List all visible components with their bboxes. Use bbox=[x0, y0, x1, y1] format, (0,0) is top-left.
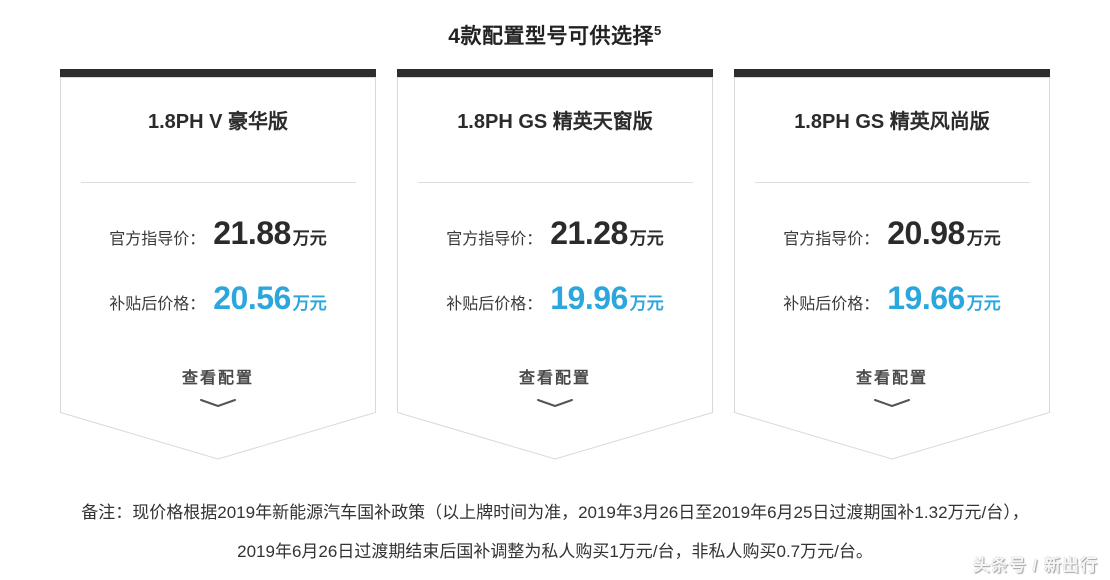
config-card-3: 1.8PH GS 精英风尚版 官方指导价： 20.98 万元 补贴后价格： 19… bbox=[734, 69, 1050, 460]
official-price-unit: 万元 bbox=[966, 229, 1001, 248]
subsidized-price-label: 补贴后价格： bbox=[446, 296, 543, 313]
subsidized-price-value: 20.56 bbox=[213, 280, 291, 316]
card-pennant-shape bbox=[397, 77, 713, 460]
footnote: 备注：现价格根据2019年新能源汽车国补政策（以上牌时间为准，2019年3月26… bbox=[0, 502, 1110, 563]
official-price-row: 官方指导价： 21.28 万元 bbox=[397, 215, 713, 255]
subsidized-price-row: 补贴后价格： 19.96 万元 bbox=[397, 280, 713, 320]
official-price-label: 官方指导价： bbox=[446, 231, 543, 248]
card-pennant-shape bbox=[60, 77, 376, 460]
page-title-superscript: 5 bbox=[653, 23, 662, 38]
official-price-label: 官方指导价： bbox=[109, 231, 206, 248]
footnote-line-1: 备注：现价格根据2019年新能源汽车国补政策（以上牌时间为准，2019年3月26… bbox=[81, 503, 1029, 522]
chevron-down-icon bbox=[856, 395, 928, 413]
view-config-button[interactable]: 查看配置 bbox=[519, 364, 591, 413]
card-top-bar bbox=[734, 69, 1050, 77]
trim-name: 1.8PH GS 精英风尚版 bbox=[794, 111, 990, 133]
card-top-bar bbox=[60, 69, 376, 77]
config-card-1: 1.8PH V 豪华版 官方指导价： 21.88 万元 补贴后价格： 20.56… bbox=[60, 69, 376, 460]
view-config-button[interactable]: 查看配置 bbox=[182, 364, 254, 413]
card-top-bar bbox=[397, 69, 713, 77]
subsidized-price-value: 19.96 bbox=[550, 280, 628, 316]
official-price-unit: 万元 bbox=[292, 229, 327, 248]
page-title: 4款配置型号可供选择5 bbox=[0, 0, 1110, 50]
subsidized-price-row: 补贴后价格： 19.66 万元 bbox=[734, 280, 1050, 320]
chevron-down-icon bbox=[182, 395, 254, 413]
official-price-row: 官方指导价： 20.98 万元 bbox=[734, 215, 1050, 255]
subsidized-price-label: 补贴后价格： bbox=[783, 296, 880, 313]
official-price-value: 21.88 bbox=[213, 215, 291, 251]
trim-name: 1.8PH GS 精英天窗版 bbox=[457, 111, 653, 133]
official-price-label: 官方指导价： bbox=[783, 231, 880, 248]
trim-name: 1.8PH V 豪华版 bbox=[147, 111, 289, 133]
view-config-label: 查看配置 bbox=[855, 370, 928, 387]
card-content: 1.8PH V 豪华版 官方指导价： 21.88 万元 补贴后价格： 20.56… bbox=[60, 77, 376, 460]
subsidized-price-unit: 万元 bbox=[966, 294, 1001, 313]
card-content: 1.8PH GS 精英风尚版 官方指导价： 20.98 万元 补贴后价格： 19… bbox=[734, 77, 1050, 460]
subsidized-price-label: 补贴后价格： bbox=[109, 296, 206, 313]
view-config-label: 查看配置 bbox=[181, 370, 254, 387]
chevron-down-icon bbox=[519, 395, 591, 413]
footnote-line-2: 2019年6月26日过渡期结束后国补调整为私人购买1万元/台，非私人购买0.7万… bbox=[237, 542, 873, 561]
subsidized-price-value: 19.66 bbox=[887, 280, 965, 316]
subsidized-price-row: 补贴后价格： 20.56 万元 bbox=[60, 280, 376, 320]
card-divider bbox=[80, 182, 356, 183]
view-config-label: 查看配置 bbox=[518, 370, 591, 387]
official-price-value: 20.98 bbox=[887, 215, 965, 251]
page-title-text: 4款配置型号可供选择 bbox=[448, 25, 654, 48]
official-price-value: 21.28 bbox=[550, 215, 628, 251]
card-content: 1.8PH GS 精英天窗版 官方指导价： 21.28 万元 补贴后价格： 19… bbox=[397, 77, 713, 460]
trim-cards-row: 1.8PH V 豪华版 官方指导价： 21.88 万元 补贴后价格： 20.56… bbox=[0, 69, 1110, 460]
subsidized-price-unit: 万元 bbox=[629, 294, 664, 313]
card-divider bbox=[754, 182, 1030, 183]
card-pennant-shape bbox=[734, 77, 1050, 460]
card-divider bbox=[417, 182, 693, 183]
subsidized-price-unit: 万元 bbox=[292, 294, 327, 313]
official-price-unit: 万元 bbox=[629, 229, 664, 248]
watermark: 头条号 / 新出行 bbox=[972, 556, 1098, 575]
config-card-2: 1.8PH GS 精英天窗版 官方指导价： 21.28 万元 补贴后价格： 19… bbox=[397, 69, 713, 460]
official-price-row: 官方指导价： 21.88 万元 bbox=[60, 215, 376, 255]
view-config-button[interactable]: 查看配置 bbox=[856, 364, 928, 413]
